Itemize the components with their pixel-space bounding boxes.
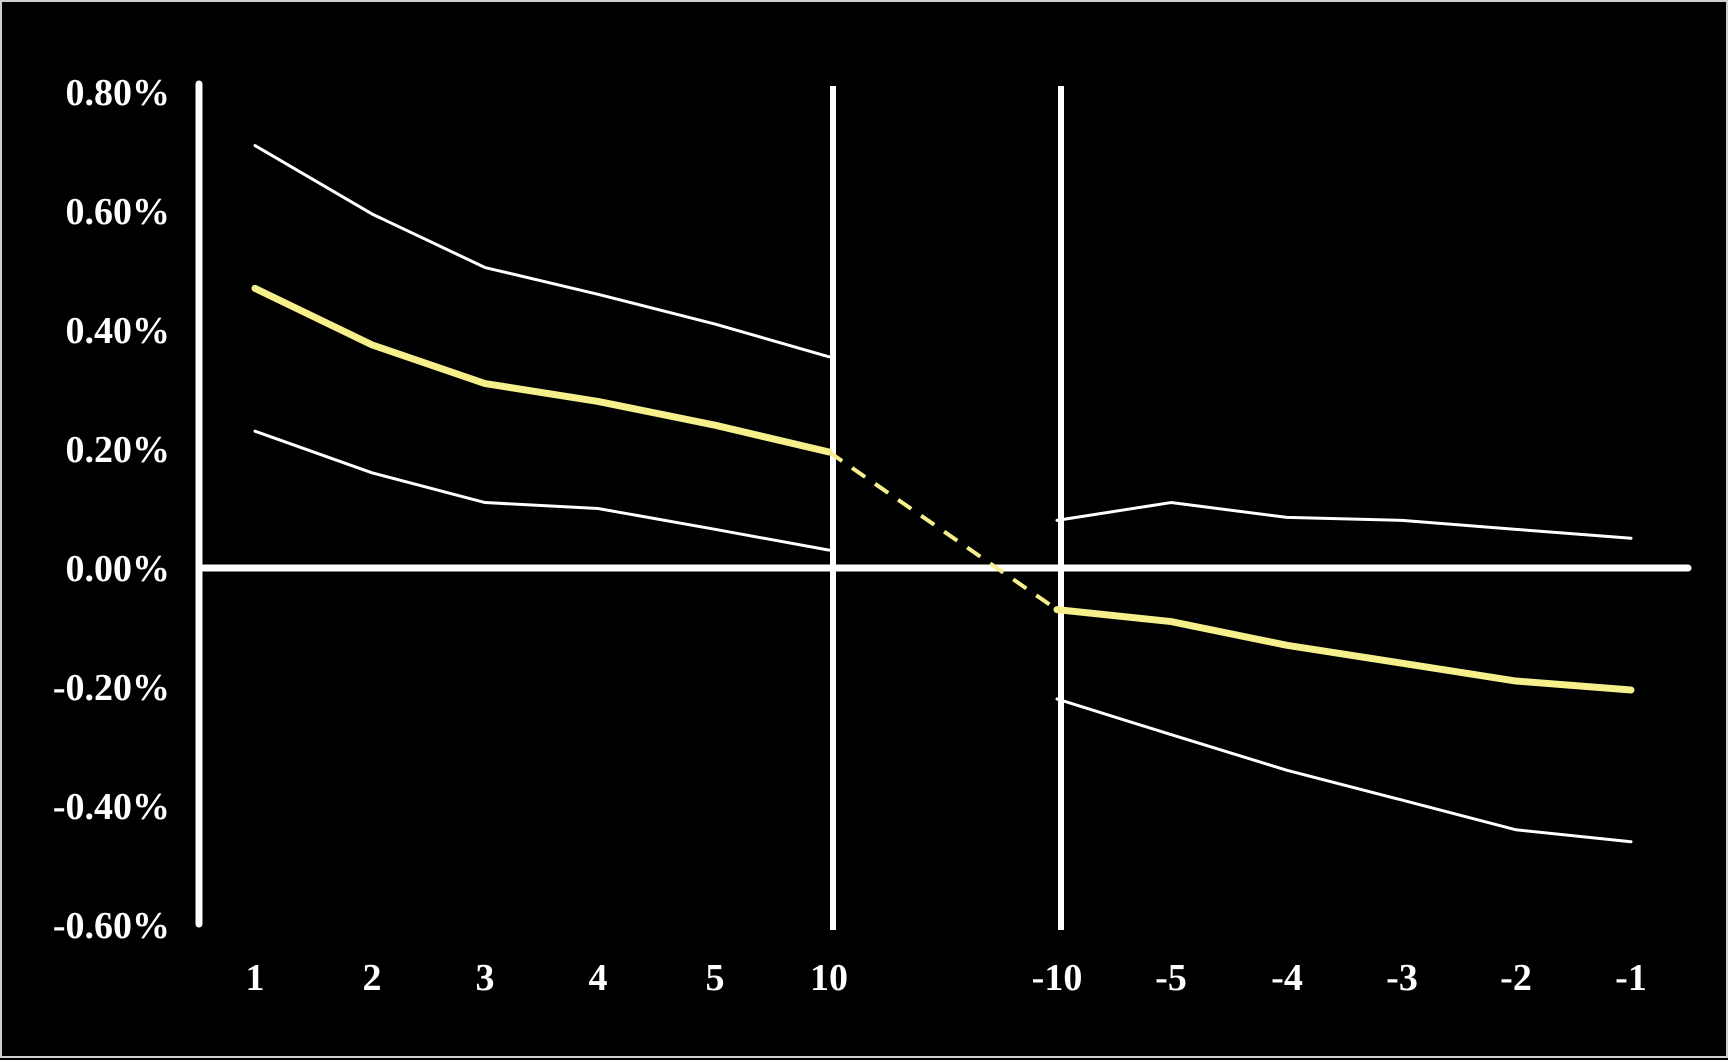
y-tick-label: -0.40% [53, 786, 170, 828]
x-tick-label: 4 [589, 957, 608, 999]
x-tick-label: 5 [706, 957, 725, 999]
y-tick-label: 0.60% [66, 191, 171, 233]
x-tick-label: -3 [1386, 957, 1418, 999]
x-tick-label: -2 [1500, 957, 1532, 999]
estimate-line-left [251, 284, 833, 456]
y-tick-label: 0.80% [66, 72, 171, 114]
axes-group [195, 80, 1692, 930]
y-tick-label: 0.20% [66, 429, 171, 471]
x-tick-label: -10 [1032, 957, 1083, 999]
y-tick-label: -0.20% [53, 667, 170, 709]
x-tick-label: 3 [476, 957, 495, 999]
estimate-line-right [1053, 606, 1635, 694]
estimate-dashed-connector [827, 450, 1059, 612]
x-tick-label: 2 [363, 957, 382, 999]
x-tick-label: 10 [810, 957, 848, 999]
series-group [251, 144, 1635, 844]
y-tick-label: -0.60% [53, 905, 170, 947]
x-tick-labels: 1 2 3 4 5 10 -10 -5 -4 -3 -2 -1 [246, 957, 1647, 999]
lower-bound-line-right [1055, 697, 1633, 844]
y-tick-label: 0.00% [66, 548, 171, 590]
upper-bound-line-left [253, 144, 831, 359]
lower-bound-line-left [253, 429, 831, 552]
y-tick-labels: 0.80% 0.60% 0.40% 0.20% 0.00% -0.20% -0.40% -0.… [53, 72, 170, 947]
x-tick-label: 1 [246, 957, 265, 999]
upper-bound-line-right [1055, 501, 1633, 540]
x-tick-label: -5 [1155, 957, 1187, 999]
x-tick-label: -4 [1271, 957, 1303, 999]
x-tick-label: -1 [1615, 957, 1647, 999]
y-tick-label: 0.40% [66, 310, 171, 352]
